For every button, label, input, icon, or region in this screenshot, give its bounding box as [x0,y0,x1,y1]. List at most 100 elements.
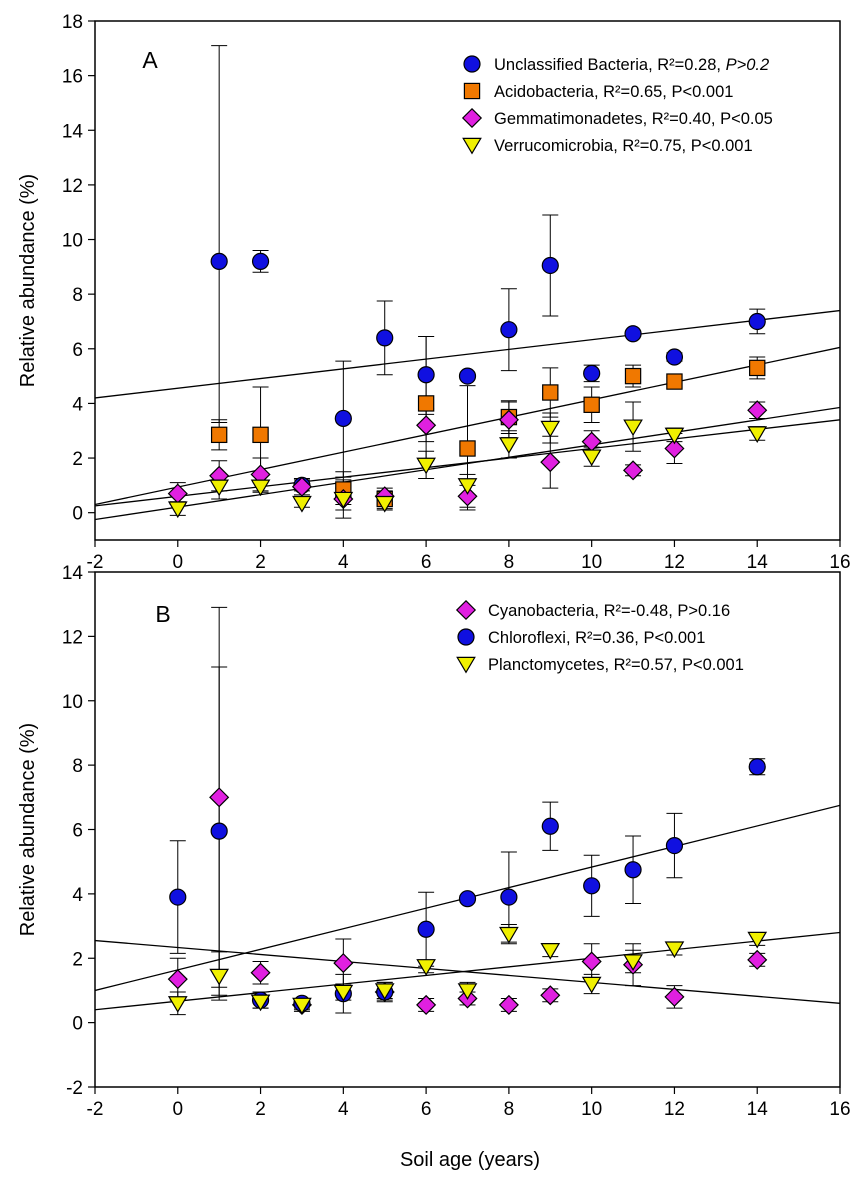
data-point [334,409,352,428]
data-point [664,438,685,459]
y-tick-label: 6 [72,821,83,842]
data-point [210,822,228,840]
legend-entry: Verrucomicrobia, R²=0.75, P<0.001 [494,137,753,155]
panel-label: A [142,47,158,73]
data-point [540,452,561,473]
data-point [623,460,644,481]
legend-entry: Cyanobacteria, R²=-0.48, P>0.16 [488,602,730,620]
y-tick-label: 2 [72,949,83,970]
legend-entry: Chloroflexi, R²=0.36, P<0.001 [488,629,705,647]
data-point [333,953,354,974]
x-tick-label: 12 [664,552,685,573]
data-point [540,943,561,960]
data-point [498,994,519,1015]
data-point [458,367,477,385]
data-point [542,384,559,401]
data-point [664,941,685,959]
x-tick-label: 4 [338,552,349,573]
y-tick-label: 14 [62,563,84,584]
data-point [376,329,394,347]
x-tick-label: 8 [504,1099,515,1120]
data-point [581,449,602,467]
legend-marker [455,599,477,621]
data-point [664,986,685,1007]
data-point [498,409,519,430]
data-point [169,888,187,906]
data-point [747,400,768,421]
y-tick-label: 0 [72,504,83,525]
data-point [167,501,188,519]
data-point [459,440,476,457]
x-tick-label: 10 [581,552,602,573]
x-tick-label: 12 [664,1099,685,1120]
y-tick-label: 4 [72,394,83,415]
data-point [541,817,559,835]
legend-entry: Planctomycetes, R²=0.57, P<0.001 [488,656,744,674]
y-tick-label: 18 [62,12,83,33]
x-tick-label: 16 [829,1099,850,1120]
data-point [624,367,642,385]
x-tick-label: 8 [504,552,515,573]
x-tick-label: 14 [747,1099,769,1120]
data-point [416,415,437,436]
plot-content [95,606,840,1016]
data-point [583,364,601,382]
x-tick-label: 10 [581,1099,602,1120]
data-point [251,252,270,270]
x-tick-label: 0 [172,552,183,573]
y-tick-label: 14 [62,121,84,142]
data-point [417,366,435,384]
x-tick-label: 2 [255,1099,266,1120]
data-point [624,861,642,879]
x-tick-label: 16 [829,552,850,573]
data-point [623,954,643,972]
data-point [167,996,188,1013]
y-tick-label: 10 [62,231,83,252]
x-axis-label: Soil age (years) [400,1149,540,1171]
data-point [500,321,518,339]
data-point [666,373,683,390]
legend-entry: Acidobacteria, R²=0.65, P<0.001 [494,83,733,101]
data-point [664,427,685,445]
y-tick-label: -2 [66,1078,83,1099]
y-tick-label: 4 [72,885,83,906]
data-point [540,420,561,438]
x-tick-label: 6 [421,552,432,573]
plot-frame [94,571,841,1088]
legend-marker [462,137,482,155]
y-tick-label: 8 [72,285,83,306]
data-point [540,985,561,1006]
data-point [417,395,435,412]
data-point [748,312,766,331]
x-tick-label: 4 [338,1099,349,1120]
panel-a: 0 2 4 6 8 10 12 14 16 18 -2 0 2 4 6 8 10 12 14 16 Relative a… [17,12,851,573]
data-point [416,457,436,475]
y-tick-label: 12 [62,627,83,648]
data-point [374,495,395,513]
data-point [333,984,354,1002]
data-point [209,479,230,497]
y-axis-label: Relative abundance (%) [17,723,39,936]
data-point [292,495,312,513]
data-point [457,983,478,1000]
data-point [250,994,271,1012]
data-point [167,969,188,990]
panel-b: -2 0 2 4 6 8 10 12 14 -2 0 2 4 6 8 10 12 14 16 Relative abu… [17,563,851,1120]
y-tick-label: 10 [62,692,83,713]
legend-marker [463,82,481,100]
data-point [581,976,602,994]
data-point [416,959,436,976]
data-point [333,491,354,509]
data-point [416,994,437,1015]
data-point [748,758,766,776]
legend-marker [457,628,475,646]
legend-marker [456,656,476,674]
data-point [747,426,768,444]
data-point [747,931,768,949]
y-tick-label: 8 [72,756,83,777]
data-point [500,888,518,906]
data-point [665,348,684,366]
data-point [583,877,601,895]
data-point [167,483,188,504]
